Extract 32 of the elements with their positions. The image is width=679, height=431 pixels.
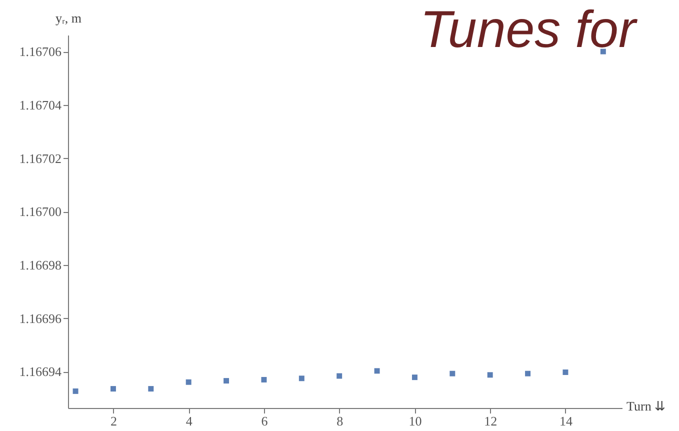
point (487, 372, 493, 378)
x-tick-label: 12 (484, 414, 498, 428)
y-tick-label: 1.16704 (19, 97, 62, 112)
y-tick-label: 1.16700 (19, 204, 62, 220)
y-tick-label: 1.16702 (19, 150, 62, 166)
point (374, 368, 380, 374)
point (72, 388, 78, 394)
y-axis-title: yᵣ, m (55, 10, 82, 26)
point (224, 378, 230, 384)
x-tick-label: 8 (336, 414, 344, 428)
y-tick-label: 1.16698 (19, 257, 62, 272)
x-tick-label: 10 (408, 414, 422, 428)
x-tick-label: 4 (186, 414, 193, 428)
point (261, 376, 267, 382)
point (298, 376, 304, 382)
x-tick-label: 2 (110, 414, 117, 428)
point (148, 386, 154, 392)
point (450, 370, 456, 376)
x-tick-label: 14 (559, 414, 573, 428)
y-tick-label: 1.16696 (19, 310, 62, 326)
point (110, 386, 116, 392)
y-tick-label: 1.16694 (19, 364, 62, 380)
x-axis-title: Turn ⇊ (626, 398, 666, 414)
point (562, 370, 568, 375)
point (525, 370, 531, 376)
chart-title: Tunes for (420, 1, 638, 59)
x-tick-label: 6 (261, 414, 268, 428)
y-tick-label: 1.16706 (19, 44, 62, 60)
point (600, 48, 606, 54)
point (186, 379, 192, 385)
point (412, 374, 418, 380)
point (336, 373, 342, 379)
